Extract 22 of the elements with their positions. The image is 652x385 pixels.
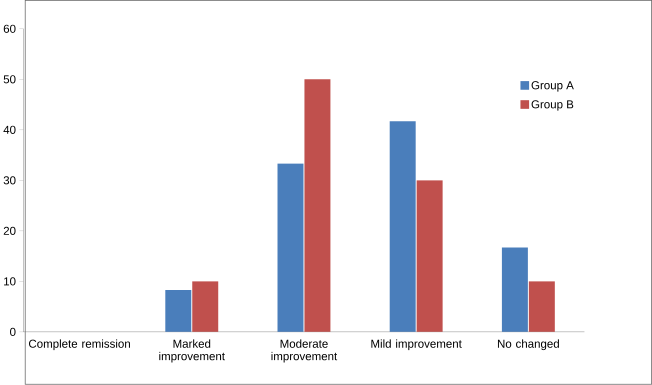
- y-tick-label: 50: [4, 75, 16, 84]
- y-tick-label: 0: [10, 328, 16, 336]
- y-tick-label: 40: [3, 126, 16, 134]
- y-tick-label: 30: [4, 176, 16, 185]
- bar: [502, 248, 528, 332]
- bar: [416, 180, 443, 332]
- y-tick-label: 60: [4, 24, 16, 33]
- bar: [165, 290, 192, 332]
- legend-label: Group B: [532, 100, 574, 111]
- bar: [278, 164, 304, 332]
- bar: [528, 282, 555, 332]
- bar: [192, 282, 218, 332]
- x-tick-label: Mild improvement: [371, 340, 462, 350]
- x-tick-label: No changed: [498, 340, 559, 350]
- y-tick-label: 10: [4, 277, 16, 286]
- x-tick-label: Complete remission: [29, 340, 130, 350]
- bar: [304, 79, 330, 332]
- x-tick-label: Marked improvement: [159, 340, 225, 363]
- bar: [390, 121, 416, 332]
- y-tick-label: 20: [4, 226, 16, 236]
- legend-label: Group A: [532, 81, 574, 92]
- x-tick-label: Moderate improvement: [271, 340, 338, 363]
